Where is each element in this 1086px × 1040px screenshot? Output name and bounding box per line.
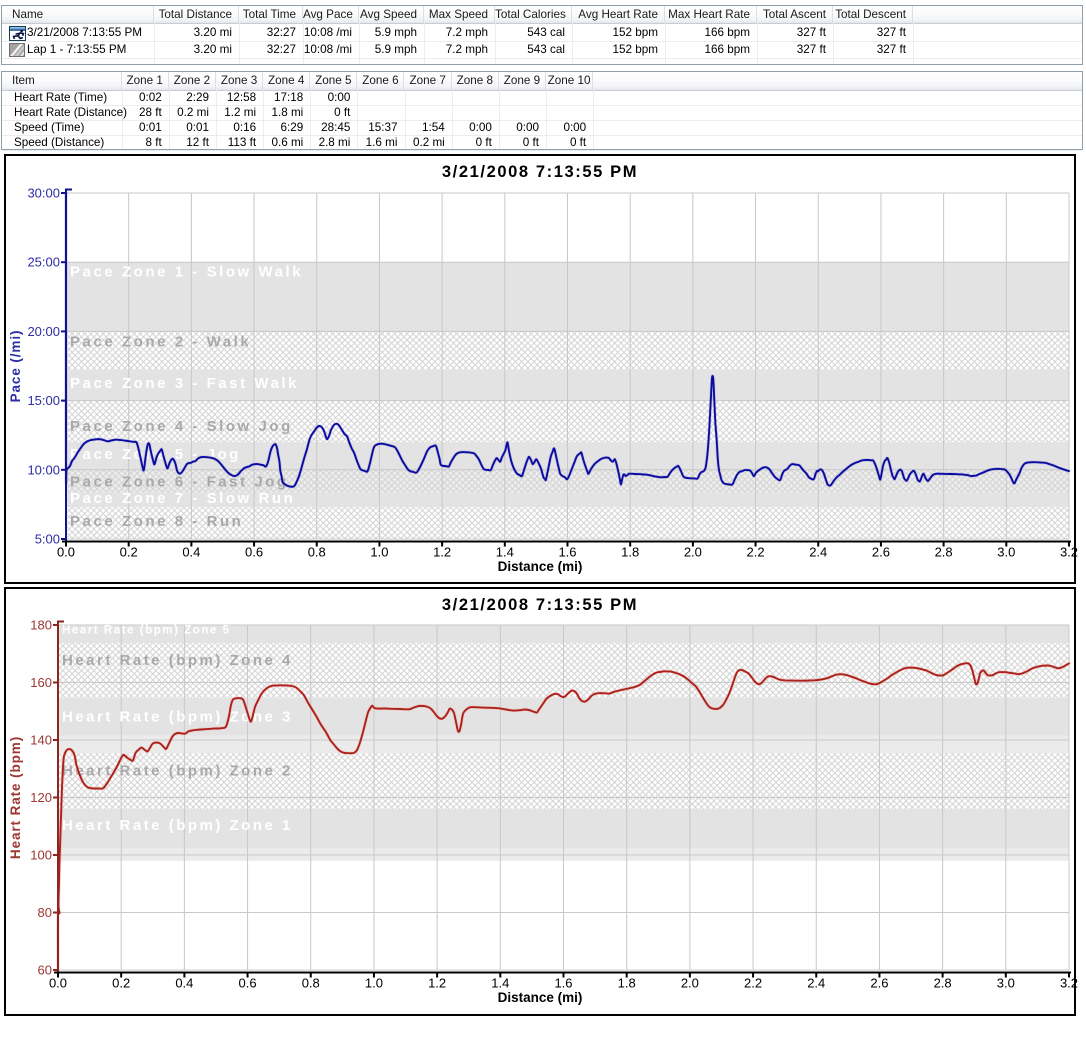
svg-text:Distance (mi): Distance (mi) bbox=[498, 990, 583, 1005]
svg-text:0.6: 0.6 bbox=[239, 976, 257, 991]
svg-text:140: 140 bbox=[30, 733, 52, 748]
svg-text:120: 120 bbox=[30, 790, 52, 805]
svg-text:3.0: 3.0 bbox=[997, 545, 1015, 560]
svg-text:2.6: 2.6 bbox=[872, 545, 890, 560]
svg-text:25:00: 25:00 bbox=[27, 255, 60, 270]
svg-text:1.2: 1.2 bbox=[428, 976, 446, 991]
svg-text:2.4: 2.4 bbox=[809, 545, 827, 560]
svg-text:0.2: 0.2 bbox=[112, 976, 130, 991]
svg-text:2.0: 2.0 bbox=[681, 976, 699, 991]
svg-text:Pace Zone 3 - Fast Walk: Pace Zone 3 - Fast Walk bbox=[70, 375, 299, 392]
svg-text:Pace Zone 6 - Fast Jog: Pace Zone 6 - Fast Jog bbox=[70, 474, 289, 491]
svg-text:Pace Zone 7 - Slow Run: Pace Zone 7 - Slow Run bbox=[70, 490, 295, 507]
svg-text:3.2: 3.2 bbox=[1060, 976, 1078, 991]
svg-text:10:00: 10:00 bbox=[27, 462, 60, 477]
svg-text:0.8: 0.8 bbox=[302, 976, 320, 991]
svg-text:0.0: 0.0 bbox=[57, 545, 75, 560]
svg-text:1.8: 1.8 bbox=[621, 545, 639, 560]
svg-text:60: 60 bbox=[38, 963, 52, 978]
svg-text:0.4: 0.4 bbox=[182, 545, 200, 560]
svg-text:Heart Rate (bpm) Zone 4: Heart Rate (bpm) Zone 4 bbox=[62, 652, 293, 669]
svg-text:15:00: 15:00 bbox=[27, 393, 60, 408]
svg-text:Pace (/mi): Pace (/mi) bbox=[8, 330, 23, 403]
svg-text:Pace Zone 1 - Slow Walk: Pace Zone 1 - Slow Walk bbox=[70, 264, 303, 281]
svg-text:Pace Zone 2 - Walk: Pace Zone 2 - Walk bbox=[70, 334, 251, 351]
svg-text:Pace Zone 5 - Jog: Pace Zone 5 - Jog bbox=[70, 446, 241, 463]
svg-text:1.4: 1.4 bbox=[496, 545, 514, 560]
svg-text:100: 100 bbox=[30, 848, 52, 863]
svg-text:Pace Zone 8 - Run: Pace Zone 8 - Run bbox=[70, 513, 243, 530]
svg-text:0.4: 0.4 bbox=[175, 976, 193, 991]
svg-text:5:00: 5:00 bbox=[35, 532, 60, 547]
svg-text:Pace Zone 4 - Slow Jog: Pace Zone 4 - Slow Jog bbox=[70, 418, 293, 435]
svg-text:Heart Rate (bpm) Zone 2: Heart Rate (bpm) Zone 2 bbox=[62, 763, 293, 780]
svg-text:2.8: 2.8 bbox=[935, 545, 953, 560]
svg-text:Heart Rate (bpm): Heart Rate (bpm) bbox=[8, 736, 23, 859]
svg-text:1.6: 1.6 bbox=[554, 976, 572, 991]
svg-text:1.0: 1.0 bbox=[365, 976, 383, 991]
svg-text:0.0: 0.0 bbox=[49, 976, 67, 991]
svg-text:2.0: 2.0 bbox=[684, 545, 702, 560]
svg-text:0.8: 0.8 bbox=[308, 545, 326, 560]
svg-text:3.0: 3.0 bbox=[997, 976, 1015, 991]
svg-text:1.4: 1.4 bbox=[491, 976, 509, 991]
svg-text:0.2: 0.2 bbox=[120, 545, 138, 560]
svg-text:Distance (mi): Distance (mi) bbox=[498, 559, 583, 574]
svg-text:180: 180 bbox=[30, 618, 52, 633]
svg-text:160: 160 bbox=[30, 675, 52, 690]
svg-text:20:00: 20:00 bbox=[27, 324, 60, 339]
svg-text:0.6: 0.6 bbox=[245, 545, 263, 560]
svg-text:3/21/2008 7:13:55 PM: 3/21/2008 7:13:55 PM bbox=[442, 163, 638, 181]
svg-text:3.2: 3.2 bbox=[1060, 545, 1078, 560]
svg-text:2.4: 2.4 bbox=[807, 976, 825, 991]
svg-text:30:00: 30:00 bbox=[27, 186, 60, 201]
svg-text:2.2: 2.2 bbox=[744, 976, 762, 991]
svg-text:2.2: 2.2 bbox=[747, 545, 765, 560]
svg-text:3/21/2008 7:13:55 PM: 3/21/2008 7:13:55 PM bbox=[442, 596, 638, 614]
svg-text:2.8: 2.8 bbox=[934, 976, 952, 991]
svg-text:1.2: 1.2 bbox=[433, 545, 451, 560]
svg-text:Heart Rate (bpm) Zone 3: Heart Rate (bpm) Zone 3 bbox=[62, 709, 293, 726]
svg-text:Heart Rate (bpm) Zone 5: Heart Rate (bpm) Zone 5 bbox=[62, 625, 231, 637]
svg-text:Heart Rate (bpm) Zone 1: Heart Rate (bpm) Zone 1 bbox=[62, 817, 293, 834]
svg-text:2.6: 2.6 bbox=[870, 976, 888, 991]
svg-text:80: 80 bbox=[38, 905, 52, 920]
svg-text:1.6: 1.6 bbox=[558, 545, 576, 560]
svg-text:1.8: 1.8 bbox=[618, 976, 636, 991]
svg-text:1.0: 1.0 bbox=[370, 545, 388, 560]
